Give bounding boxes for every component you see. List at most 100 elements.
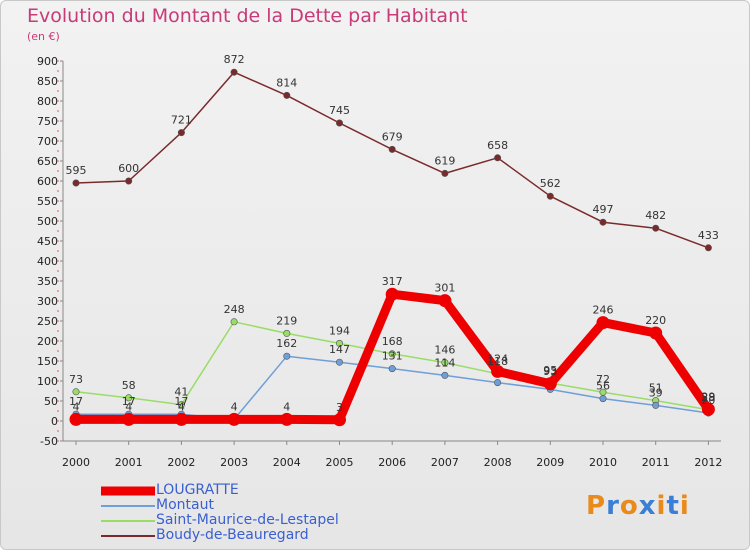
data-label: 114 bbox=[434, 356, 455, 369]
data-point bbox=[125, 177, 133, 185]
data-point bbox=[177, 401, 185, 409]
legend-label: Saint-Maurice-de-Lestapel bbox=[156, 512, 339, 528]
data-label: 745 bbox=[329, 104, 350, 117]
x-tick-label: 2004 bbox=[273, 456, 301, 469]
chart-subtitle: (en €) bbox=[27, 30, 60, 43]
data-label: 497 bbox=[593, 203, 614, 216]
data-label: 17 bbox=[174, 395, 188, 408]
data-label: 814 bbox=[276, 76, 297, 89]
legend-label: Boudy-de-Beauregard bbox=[156, 527, 309, 543]
proxiti-logo: Proxiti bbox=[586, 491, 690, 521]
data-label: 17 bbox=[69, 395, 83, 408]
y-tick-label: 650 bbox=[37, 155, 58, 168]
x-tick-label: 2009 bbox=[536, 456, 564, 469]
data-point bbox=[701, 402, 715, 416]
data-label: 4 bbox=[178, 400, 185, 413]
y-tick-label: 550 bbox=[37, 195, 58, 208]
x-tick-label: 2006 bbox=[378, 456, 406, 469]
legend-swatch bbox=[101, 534, 155, 537]
data-label: 168 bbox=[382, 335, 403, 348]
data-label: 600 bbox=[118, 162, 139, 175]
x-tick-label: 2005 bbox=[326, 456, 354, 469]
data-label: 4 bbox=[73, 400, 80, 413]
series-line-boudy-de-beauregard bbox=[75, 71, 710, 249]
data-label: 246 bbox=[593, 304, 614, 317]
data-label: 28 bbox=[701, 391, 715, 404]
data-label: 93 bbox=[543, 365, 557, 378]
data-label: 39 bbox=[649, 386, 663, 399]
legend-swatch bbox=[101, 504, 155, 507]
y-tick-label: 300 bbox=[37, 295, 58, 308]
data-label: 118 bbox=[487, 355, 508, 368]
data-point bbox=[494, 154, 502, 162]
data-point bbox=[230, 318, 238, 326]
y-tick-label: 850 bbox=[37, 75, 58, 88]
data-point bbox=[283, 352, 291, 360]
data-point bbox=[283, 91, 291, 99]
data-point bbox=[546, 192, 554, 200]
x-tick-label: 2000 bbox=[62, 456, 90, 469]
x-tick-label: 2008 bbox=[484, 456, 512, 469]
y-tick-label: -50 bbox=[40, 435, 58, 448]
data-label: 562 bbox=[540, 177, 561, 190]
y-tick-label: 800 bbox=[37, 95, 58, 108]
y-tick-label: 250 bbox=[37, 315, 58, 328]
data-point bbox=[494, 379, 502, 387]
y-tick-label: 900 bbox=[37, 55, 58, 68]
data-label: 4 bbox=[125, 400, 132, 413]
data-label: 248 bbox=[224, 303, 245, 316]
data-label: 73 bbox=[69, 373, 83, 386]
x-tick-label: 2007 bbox=[431, 456, 459, 469]
data-point bbox=[438, 294, 452, 308]
y-tick-label: 750 bbox=[37, 115, 58, 128]
data-label: 17 bbox=[122, 395, 136, 408]
data-point bbox=[599, 395, 607, 403]
data-point bbox=[388, 350, 396, 358]
y-tick-label: 500 bbox=[37, 215, 58, 228]
x-tick-label: 2001 bbox=[115, 456, 143, 469]
chart-title: Evolution du Montant de la Dette par Hab… bbox=[27, 5, 468, 27]
data-label: 29 bbox=[701, 390, 715, 403]
data-point bbox=[227, 412, 241, 426]
y-tick-label: 150 bbox=[37, 355, 58, 368]
data-point bbox=[174, 412, 188, 426]
y-tick-label: 200 bbox=[37, 335, 58, 348]
data-point bbox=[230, 68, 238, 76]
data-point bbox=[543, 377, 557, 391]
data-label: 317 bbox=[382, 275, 403, 288]
data-label: 41 bbox=[174, 386, 188, 399]
y-tick-label: 100 bbox=[37, 375, 58, 388]
data-point bbox=[125, 394, 133, 402]
legend-label: Montaut bbox=[156, 497, 214, 513]
data-label: 95 bbox=[543, 364, 557, 377]
data-label: 131 bbox=[382, 350, 403, 363]
data-point bbox=[649, 326, 663, 340]
data-point bbox=[72, 388, 80, 396]
data-label: 658 bbox=[487, 139, 508, 152]
data-label: 619 bbox=[434, 154, 455, 167]
data-point bbox=[69, 412, 83, 426]
y-tick-label: 350 bbox=[37, 275, 58, 288]
data-label: 147 bbox=[329, 343, 350, 356]
data-point bbox=[441, 169, 449, 177]
legend-swatch bbox=[101, 519, 155, 522]
x-tick-label: 2010 bbox=[589, 456, 617, 469]
data-point bbox=[72, 179, 80, 187]
data-label: 301 bbox=[434, 282, 455, 295]
data-point bbox=[335, 339, 343, 347]
data-label: 72 bbox=[596, 373, 610, 386]
data-point bbox=[441, 371, 449, 379]
data-point bbox=[441, 359, 449, 367]
data-label: 146 bbox=[434, 344, 455, 357]
data-point bbox=[652, 401, 660, 409]
data-label: 220 bbox=[645, 314, 666, 327]
data-label: 3 bbox=[336, 401, 343, 414]
data-point bbox=[704, 244, 712, 252]
x-tick-label: 2003 bbox=[220, 456, 248, 469]
data-point bbox=[335, 119, 343, 127]
data-point bbox=[596, 316, 610, 330]
y-tick-label: 50 bbox=[44, 395, 58, 408]
x-tick-label: 2011 bbox=[642, 456, 670, 469]
